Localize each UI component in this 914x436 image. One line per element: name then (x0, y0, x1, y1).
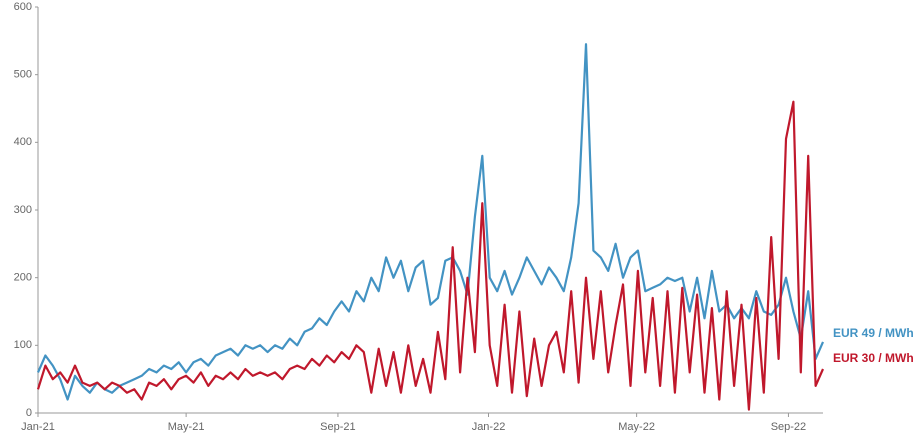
series-label: EUR 30 / MWh (833, 351, 914, 365)
series-label: EUR 49 / MWh (833, 326, 914, 340)
x-tick-label: May-21 (168, 421, 205, 433)
y-tick-label: 600 (14, 1, 32, 13)
y-tick-label: 200 (14, 272, 32, 284)
x-tick-label: Jan-22 (472, 421, 506, 433)
x-tick-label: Sep-21 (320, 421, 355, 433)
y-tick-label: 500 (14, 69, 32, 81)
x-tick-label: Jan-21 (21, 421, 55, 433)
series-line (36, 43, 825, 401)
x-tick-label: Sep-22 (771, 421, 806, 433)
series-line (36, 100, 825, 411)
y-tick-label: 400 (14, 136, 32, 148)
x-tick-label: May-22 (618, 421, 655, 433)
y-tick-label: 300 (14, 204, 32, 216)
y-tick-label: 0 (26, 407, 32, 419)
y-tick-label: 100 (14, 339, 32, 351)
